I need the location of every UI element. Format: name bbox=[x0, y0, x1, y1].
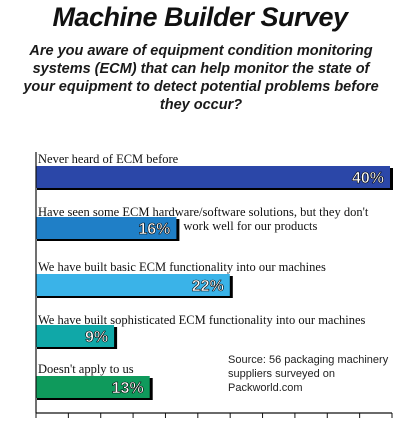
category-label: Never heard of ECM before bbox=[38, 152, 179, 166]
category-label: Doesn't apply to us bbox=[38, 362, 134, 376]
bar-value-label: 40% bbox=[352, 170, 384, 187]
bar-value-label: 22% bbox=[192, 278, 224, 295]
bar-value-label: 16% bbox=[138, 221, 170, 238]
bar-value-label: 13% bbox=[112, 380, 144, 397]
bar bbox=[36, 217, 177, 239]
survey-question: Are you aware of equipment condition mon… bbox=[23, 43, 379, 113]
category-label: Have seen some ECM hardware/software sol… bbox=[38, 205, 369, 219]
category-label: work well for our products bbox=[183, 219, 317, 233]
bar bbox=[36, 376, 150, 398]
bar bbox=[36, 274, 230, 296]
bar bbox=[36, 166, 390, 188]
chart-title: Machine Builder Survey bbox=[52, 2, 348, 32]
bar-value-label: 9% bbox=[85, 329, 108, 346]
category-label: We have built sophisticated ECM function… bbox=[38, 313, 366, 327]
bar bbox=[36, 325, 115, 347]
source-note: Source: 56 packaging machinery suppliers… bbox=[228, 354, 389, 394]
category-label: We have built basic ECM functionality in… bbox=[38, 260, 326, 274]
